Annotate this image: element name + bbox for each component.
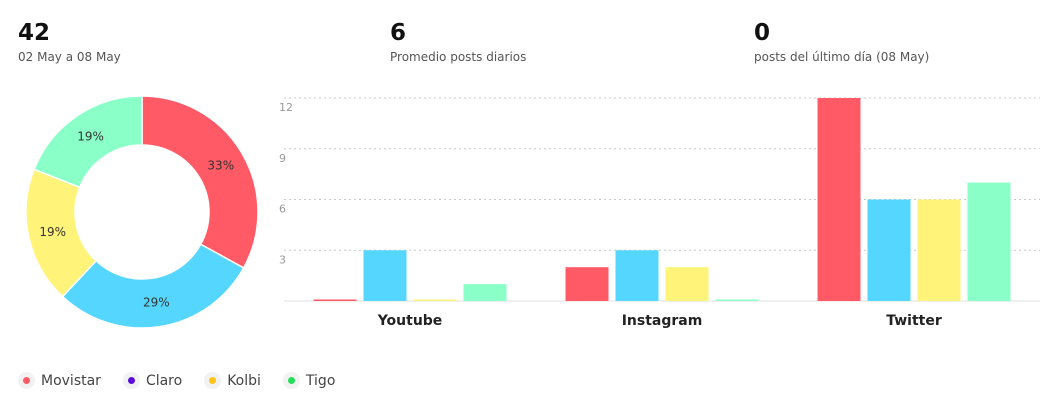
bar-chart: 3 6 9 12 Youtube Instagram Twitter (279, 97, 1040, 329)
y-tick-label: 3 (279, 253, 286, 266)
stat-last-day-value: 0 (754, 20, 771, 46)
stat-average-value: 6 (390, 20, 407, 46)
bar-youtube-tigo[interactable] (463, 284, 507, 301)
legend-label-tigo: Tigo (305, 372, 336, 389)
bar-youtube-movistar[interactable] (313, 299, 357, 302)
stat-last-day-label: posts del último día (08 May) (754, 50, 930, 64)
x-tick-label-instagram: Instagram (622, 313, 703, 329)
legend-dot-movistar (18, 372, 35, 389)
legend-item-kolbi[interactable]: Kolbi (204, 372, 261, 389)
bar-instagram-tigo[interactable] (715, 299, 759, 302)
donut-slice-tigo[interactable] (33, 95, 143, 189)
bar-instagram-kolbi[interactable] (665, 267, 709, 301)
bar-youtube-claro[interactable] (363, 250, 407, 301)
y-tick-label: 12 (279, 101, 293, 114)
legend-item-claro[interactable]: Claro (122, 372, 183, 389)
donut-chart: 33% 29% 19% 19% (25, 95, 259, 329)
legend-item-tigo[interactable]: Tigo (282, 372, 336, 389)
stat-last-day: 0 posts del último día (08 May) (754, 18, 929, 64)
stat-average-label: Promedio posts diarios (390, 50, 527, 64)
legend-label-claro: Claro (145, 372, 183, 389)
legend: Movistar Claro Kolbi Tigo (18, 372, 335, 389)
stat-total-label: 02 May a 08 May (18, 50, 121, 64)
y-tick-label: 9 (279, 152, 286, 165)
legend-dot-tigo (282, 372, 300, 389)
bar-instagram-movistar[interactable] (565, 267, 609, 301)
donut-label-kolbi: 19% (39, 225, 66, 239)
legend-dot-claro (122, 372, 140, 389)
bar-twitter-tigo[interactable] (967, 182, 1011, 301)
donut-label-claro: 29% (143, 295, 170, 309)
bar-twitter-movistar[interactable] (817, 98, 861, 301)
stat-total-posts: 42 02 May a 08 May (18, 18, 121, 64)
stat-total-value: 42 (18, 20, 51, 46)
donut-slice-movistar[interactable] (141, 95, 259, 269)
legend-item-movistar[interactable]: Movistar (18, 372, 101, 389)
donut-label-tigo: 19% (77, 129, 104, 143)
legend-label-movistar: Movistar (41, 372, 101, 389)
legend-label-kolbi: Kolbi (227, 372, 261, 389)
y-tick-label: 6 (279, 203, 286, 216)
stat-daily-average: 6 Promedio posts diarios (390, 18, 526, 64)
bar-instagram-claro[interactable] (615, 250, 659, 301)
bar-twitter-kolbi[interactable] (917, 199, 961, 302)
bar-twitter-claro[interactable] (867, 199, 911, 302)
donut-slice-claro[interactable] (61, 243, 245, 329)
donut-label-movistar: 33% (207, 158, 234, 172)
bar-youtube-kolbi[interactable] (413, 299, 457, 302)
x-tick-label-youtube: Youtube (377, 313, 443, 329)
legend-dot-kolbi (204, 372, 222, 389)
x-tick-label-twitter: Twitter (886, 313, 942, 329)
